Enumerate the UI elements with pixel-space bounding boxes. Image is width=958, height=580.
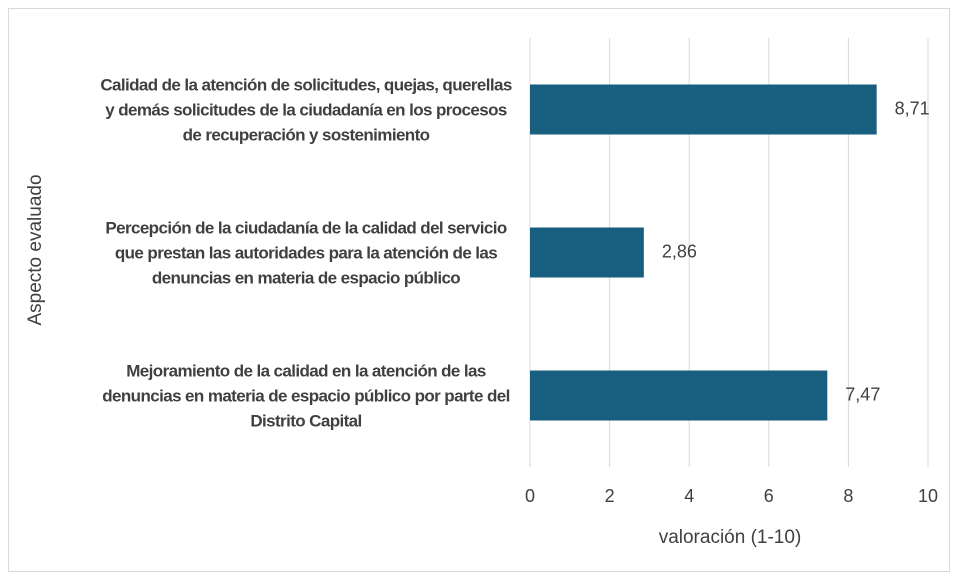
x-tick-label: 6 <box>764 486 774 506</box>
x-axis-title: valoración (1-10) <box>659 527 802 548</box>
y-tick-label: Mejoramiento de la calidad en la atenció… <box>102 361 510 430</box>
x-tick-label: 0 <box>525 486 535 506</box>
data-label: 2,86 <box>662 241 697 261</box>
bar <box>530 370 828 421</box>
x-tick-label: 2 <box>605 486 615 506</box>
y-tick-label: Calidad de la atención de solicitudes, q… <box>100 75 512 144</box>
y-tick-label: Percepción de la ciudadanía de la calida… <box>105 218 507 287</box>
x-tick-label: 4 <box>684 486 694 506</box>
chart-border <box>8 8 950 572</box>
x-tick-label: 10 <box>918 486 938 506</box>
bar <box>530 84 877 135</box>
data-label: 8,71 <box>895 98 930 118</box>
x-tick-label: 8 <box>843 486 853 506</box>
bar <box>530 227 644 278</box>
y-axis-title: Aspecto evaluado <box>25 174 46 325</box>
data-label: 7,47 <box>845 384 880 404</box>
